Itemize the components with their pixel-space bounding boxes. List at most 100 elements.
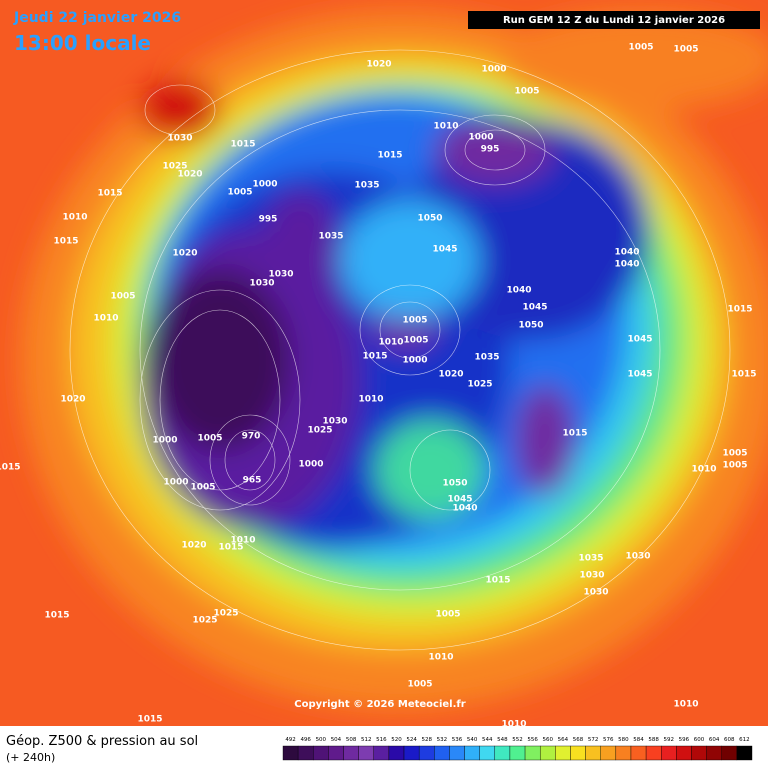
legend-level: 528	[421, 737, 432, 743]
pressure-label: 1040	[614, 248, 639, 258]
legend-swatch	[676, 745, 692, 761]
pressure-label: 1020	[172, 249, 197, 259]
pressure-label: 1010	[691, 465, 716, 475]
forecast-time: 13:00 locale	[14, 31, 151, 55]
pressure-label: 1030	[625, 552, 650, 562]
pressure-label: 1025	[192, 616, 217, 626]
pressure-label: 1010	[428, 653, 453, 663]
legend-swatch	[388, 745, 405, 761]
legend-swatch	[418, 745, 435, 761]
pressure-label: 1015	[731, 370, 756, 380]
run-box	[468, 11, 760, 29]
pressure-label: 1000	[468, 133, 493, 143]
legend-swatch	[600, 745, 617, 761]
legend-level: 512	[361, 737, 372, 743]
pressure-label: 1015	[562, 429, 587, 439]
pressure-label: 1025	[213, 609, 238, 619]
pressure-label: 1015	[485, 576, 510, 586]
pressure-label: 1010	[230, 536, 255, 546]
legend-level: 496	[300, 737, 311, 743]
legend-swatch	[509, 745, 526, 761]
legend-level: 588	[648, 737, 659, 743]
pressure-label: 1020	[181, 541, 206, 551]
legend-swatch	[615, 745, 632, 761]
legend-level: 572	[588, 737, 599, 743]
legend-swatch	[343, 745, 359, 761]
field	[0, 0, 768, 726]
pressure-label: 1030	[249, 279, 274, 289]
pressure-label: 1010	[378, 338, 403, 348]
legend-level: 536	[452, 737, 463, 743]
pressure-label: 1015	[44, 611, 69, 621]
legend-level: 532	[437, 737, 448, 743]
legend-swatch	[645, 745, 662, 761]
pressure-label: 1010	[62, 213, 87, 223]
legend-swatch	[555, 745, 571, 761]
pressure-label: 1005	[110, 292, 135, 302]
pressure-label: 1005	[403, 336, 428, 346]
legend-level: 504	[331, 737, 342, 743]
legend-swatch	[282, 745, 299, 761]
footer-title: Géop. Z500 & pression au sol	[6, 734, 198, 749]
pressure-label: 1030	[579, 571, 604, 581]
legend-level: 564	[558, 737, 569, 743]
legend-level: 596	[679, 737, 690, 743]
pressure-label: 1025	[162, 162, 187, 172]
pressure-label: 1015	[727, 305, 752, 315]
legend-level: 540	[467, 737, 478, 743]
pressure-label: 1005	[197, 434, 222, 444]
pressure-label: 1000	[163, 478, 188, 488]
legend-swatch	[539, 745, 556, 761]
legend-swatch	[494, 745, 511, 761]
legend-level: 584	[633, 737, 644, 743]
legend-level: 492	[285, 737, 296, 743]
legend-swatch	[630, 745, 647, 761]
pressure-label: 1030	[583, 588, 608, 598]
pressure-label: 1015	[97, 189, 122, 199]
legend-swatch	[464, 745, 480, 761]
legend-level: 600	[694, 737, 705, 743]
pressure-label: 1045	[627, 335, 652, 345]
pressure-label: 1015	[218, 543, 243, 553]
legend-level: 560	[543, 737, 554, 743]
legend-swatch	[479, 745, 496, 761]
pressure-label: 1020	[438, 370, 463, 380]
pressure-label: 965	[243, 476, 262, 486]
pressure-label: 1040	[452, 504, 477, 514]
pressure-label: 1015	[53, 237, 78, 247]
pressure-label: 1040	[614, 260, 639, 270]
pressure-label: 1015	[0, 463, 21, 473]
pressure-label: 1020	[60, 395, 85, 405]
legend-swatch	[434, 745, 450, 761]
pressure-label: 1010	[673, 700, 698, 710]
pressure-label: 1010	[501, 720, 526, 730]
pressure-label: 1030	[167, 134, 192, 144]
legend-swatch	[313, 745, 329, 761]
legend-swatch	[328, 745, 344, 761]
forecast-date: Jeudi 22 janvier 2026	[13, 10, 181, 26]
legend-level: 548	[497, 737, 508, 743]
legend-level: 552	[512, 737, 523, 743]
pressure-label: 1020	[177, 170, 202, 180]
color-legend: 492 496 500 504 508 512 516 520 524 528 532 536 540 5…	[282, 737, 753, 761]
pressure-label: 1005	[435, 610, 460, 620]
pressure-label: 1015	[137, 715, 162, 725]
pressure-label: 1020	[366, 60, 391, 70]
pressure-label: 1050	[442, 479, 467, 489]
legend-swatch	[661, 745, 677, 761]
legend-level: 544	[482, 737, 493, 743]
pressure-label: 1035	[354, 181, 379, 191]
legend-swatch	[570, 745, 586, 761]
pressure-label: 1010	[93, 314, 118, 324]
pressure-label: 1005	[514, 87, 539, 97]
legend-level: 608	[724, 737, 735, 743]
legend-level: 508	[346, 737, 357, 743]
legend-level: 612	[739, 737, 750, 743]
pressure-label: 1035	[578, 554, 603, 564]
pressure-label: 1005	[722, 449, 747, 459]
legend-level: 592	[664, 737, 675, 743]
pressure-label: 1005	[673, 45, 698, 55]
pressure-label: 1005	[628, 43, 653, 53]
legend-level: 580	[618, 737, 629, 743]
